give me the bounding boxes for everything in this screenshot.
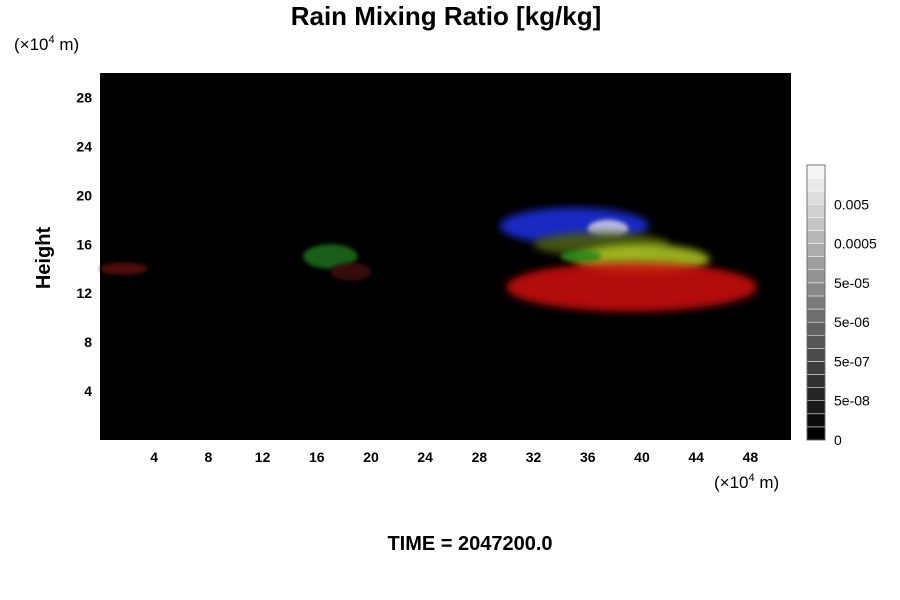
y-tick-labels: 4 8 12 16 20 24 28 [76, 89, 92, 399]
colorbar-level [806, 295, 826, 310]
colorbar-level [806, 348, 826, 362]
colorbar-level [806, 282, 826, 297]
y-tick-label: 28 [76, 89, 92, 105]
colorbar-level [806, 387, 826, 401]
colorbar-level [806, 230, 826, 244]
colorbar-level [806, 269, 826, 284]
x-tick-label: 4 [150, 449, 158, 465]
x-unit-exponent: 4 [749, 472, 755, 484]
rain-feature-6 [303, 244, 358, 269]
rain-feature-5 [506, 262, 758, 312]
rain-feature-4 [560, 250, 602, 263]
x-tick-label: 32 [526, 449, 542, 465]
y-unit-exponent: 4 [49, 34, 55, 46]
x-tick-label: 12 [255, 449, 271, 465]
x-tick-label: 24 [417, 449, 433, 465]
colorbar-frame [806, 164, 826, 441]
colorbar-label: 5e-06 [834, 314, 870, 330]
y-tick-label: 16 [76, 236, 92, 252]
y-tick-label: 24 [76, 138, 92, 154]
colorbar-level [806, 426, 826, 441]
y-unit-prefix: (×10 [14, 35, 49, 54]
colorbar-level [806, 308, 826, 323]
x-tick-label: 40 [634, 449, 650, 465]
y-unit-suffix: m) [55, 35, 80, 54]
x-tick-label: 48 [743, 449, 759, 465]
y-axis-unit-label: (×104 m) [14, 34, 79, 54]
rain-feature-7 [100, 262, 148, 275]
colorbar-level [806, 217, 826, 231]
x-tick-label: 36 [580, 449, 596, 465]
y-axis-label: Height [33, 227, 55, 290]
x-tick-label: 16 [309, 449, 325, 465]
x-tick-label: 20 [363, 449, 379, 465]
x-axis-unit-label: (×104 m) [714, 472, 779, 492]
time-label: TIME = 2047200.0 [387, 533, 552, 555]
colorbar-label: 5e-05 [834, 275, 870, 291]
colorbar-level [806, 374, 826, 388]
colorbar-level [806, 190, 826, 205]
x-tick-labels: 4 8 12 16 20 24 28 32 36 40 44 48 [150, 449, 758, 465]
colorbar-label: 5e-07 [834, 353, 870, 369]
colorbar-level [806, 204, 826, 218]
colorbar-level [806, 243, 826, 257]
colorbar-level [806, 400, 826, 415]
colorbar-level [806, 256, 826, 271]
rain-features [100, 207, 758, 312]
colorbar-label: 5e-08 [834, 393, 870, 409]
x-tick-label: 28 [472, 449, 488, 465]
colorbar-label: 0.0005 [834, 236, 877, 252]
y-tick-label: 12 [76, 285, 92, 301]
colorbar-level [806, 177, 826, 192]
y-tick-label: 20 [76, 187, 92, 203]
colorbar-level [806, 413, 826, 428]
colorbar-label: 0 [834, 432, 842, 448]
x-tick-label: 8 [204, 449, 212, 465]
x-unit-suffix: m) [755, 473, 780, 492]
colorbar [806, 164, 826, 441]
y-tick-label: 8 [84, 334, 92, 350]
x-tick-label: 44 [688, 449, 704, 465]
colorbar-level [806, 164, 826, 179]
colorbar-level [806, 321, 826, 336]
rain-feature-8 [330, 262, 371, 281]
colorbar-labels: 0.005 0.0005 5e-05 5e-06 5e-07 5e-08 0 [834, 196, 877, 448]
colorbar-label: 0.005 [834, 196, 869, 212]
x-unit-prefix: (×10 [714, 473, 749, 492]
colorbar-level [806, 334, 826, 349]
y-tick-label: 4 [84, 383, 92, 399]
chart-title: Rain Mixing Ratio [kg/kg] [291, 1, 602, 31]
colorbar-level [806, 361, 826, 375]
